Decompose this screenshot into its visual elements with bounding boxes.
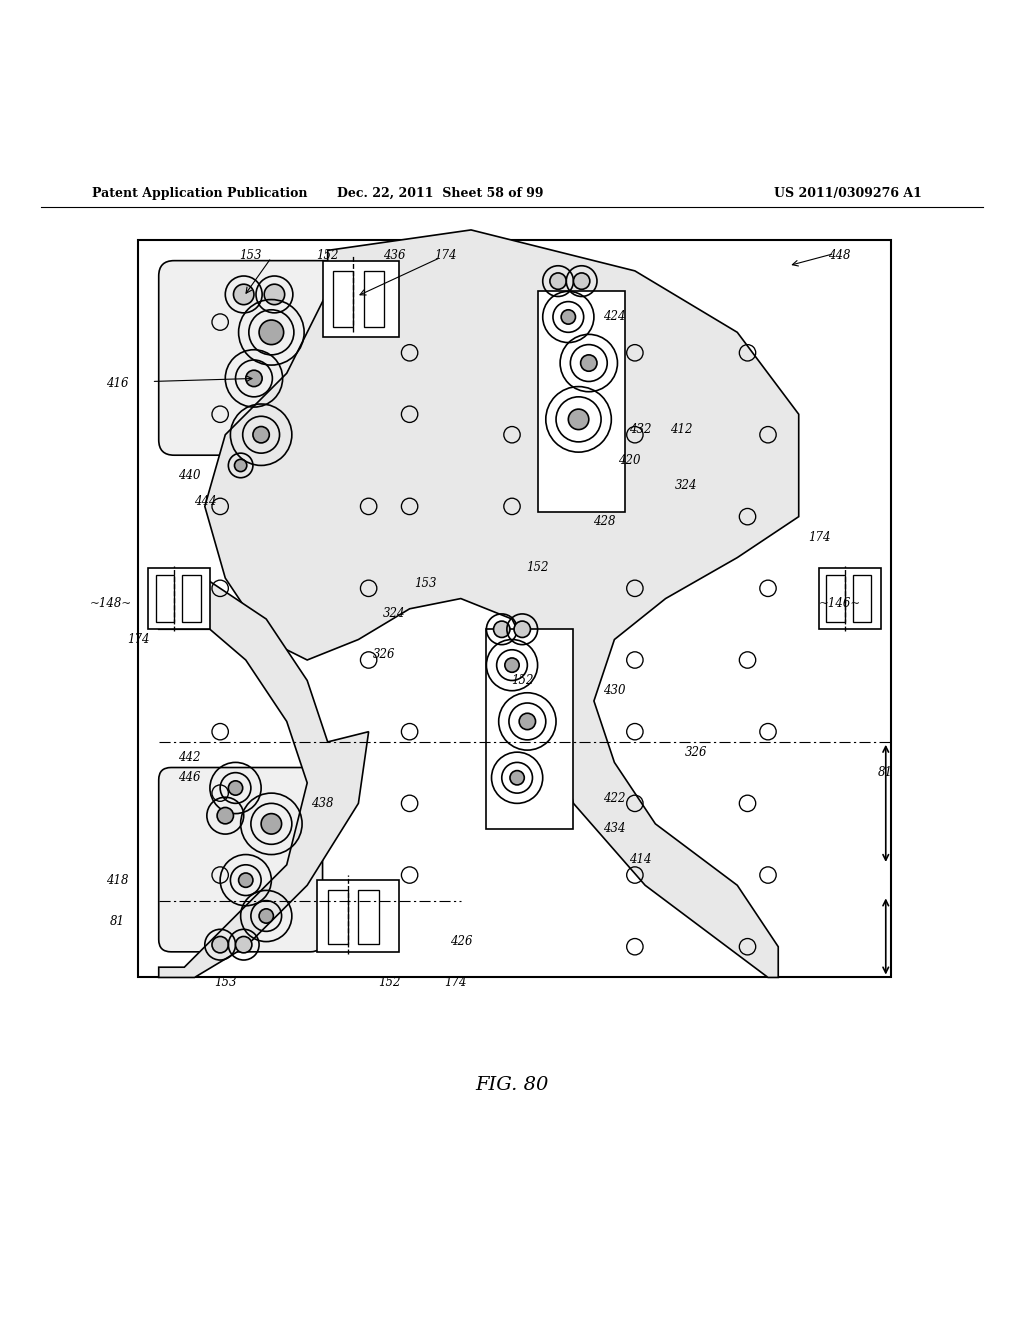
Circle shape [259,319,284,345]
Text: 416: 416 [106,378,129,389]
Circle shape [239,873,253,887]
Text: 426: 426 [450,935,472,948]
Text: 153: 153 [240,249,262,261]
Text: 153: 153 [414,577,436,590]
Text: US 2011/0309276 A1: US 2011/0309276 A1 [774,186,922,199]
Text: 324: 324 [675,479,697,492]
Text: 430: 430 [603,684,626,697]
Text: 448: 448 [828,249,851,261]
Bar [328,891,348,944]
FancyBboxPatch shape [159,260,343,455]
Text: 153: 153 [214,975,237,989]
Bar [819,568,881,630]
Text: 424: 424 [603,310,626,323]
Text: 174: 174 [444,975,467,989]
Circle shape [514,622,530,638]
Text: 152: 152 [316,249,339,261]
Bar [358,891,379,944]
Text: ~148~: ~148~ [89,597,132,610]
Circle shape [494,622,510,638]
Bar [182,576,201,622]
Bar [853,576,871,622]
Bar [826,576,845,622]
Bar [486,630,573,829]
Circle shape [568,409,589,429]
Text: 412: 412 [670,424,692,436]
Text: 174: 174 [434,249,457,261]
Text: 438: 438 [311,797,334,810]
Polygon shape [205,230,799,977]
Bar [138,240,891,977]
Bar [538,292,625,512]
Text: 434: 434 [603,822,626,836]
Circle shape [581,355,597,371]
Text: FIG. 80: FIG. 80 [475,1076,549,1094]
Circle shape [212,936,228,953]
Text: 152: 152 [511,675,534,686]
Circle shape [505,657,519,672]
Circle shape [246,370,262,387]
Text: 81: 81 [879,766,893,779]
Text: 152: 152 [378,975,400,989]
Circle shape [236,936,252,953]
Circle shape [510,771,524,785]
Text: 446: 446 [178,771,201,784]
Text: 436: 436 [383,249,406,261]
Text: 81: 81 [111,915,125,928]
Polygon shape [154,578,369,977]
Bar [333,271,353,327]
Text: 326: 326 [373,648,395,661]
Circle shape [550,273,566,289]
Text: 326: 326 [685,746,708,759]
Bar [323,260,399,338]
Text: Patent Application Publication: Patent Application Publication [92,186,307,199]
Circle shape [264,284,285,305]
Text: 152: 152 [526,561,549,574]
Circle shape [228,781,243,795]
Circle shape [561,310,575,325]
Text: 174: 174 [808,531,830,544]
Text: 442: 442 [178,751,201,764]
Text: 440: 440 [178,469,201,482]
Bar [364,271,384,327]
Bar [317,880,399,952]
Text: 174: 174 [127,634,150,645]
Bar [148,568,210,630]
Text: 432: 432 [629,424,651,436]
Text: 418: 418 [106,874,129,887]
Text: 428: 428 [593,515,615,528]
Bar [156,576,174,622]
Text: 444: 444 [194,495,216,508]
Circle shape [253,426,269,444]
Text: 324: 324 [383,607,406,620]
Text: 414: 414 [629,853,651,866]
Text: ~146~: ~146~ [818,597,861,610]
Circle shape [573,273,590,289]
Circle shape [217,808,233,824]
Circle shape [261,813,282,834]
Circle shape [234,459,247,471]
Circle shape [519,713,536,730]
Circle shape [259,909,273,923]
Circle shape [233,284,254,305]
Text: 420: 420 [618,454,641,467]
Text: 422: 422 [603,792,626,805]
Text: Dec. 22, 2011  Sheet 58 of 99: Dec. 22, 2011 Sheet 58 of 99 [337,186,544,199]
FancyBboxPatch shape [159,767,323,952]
